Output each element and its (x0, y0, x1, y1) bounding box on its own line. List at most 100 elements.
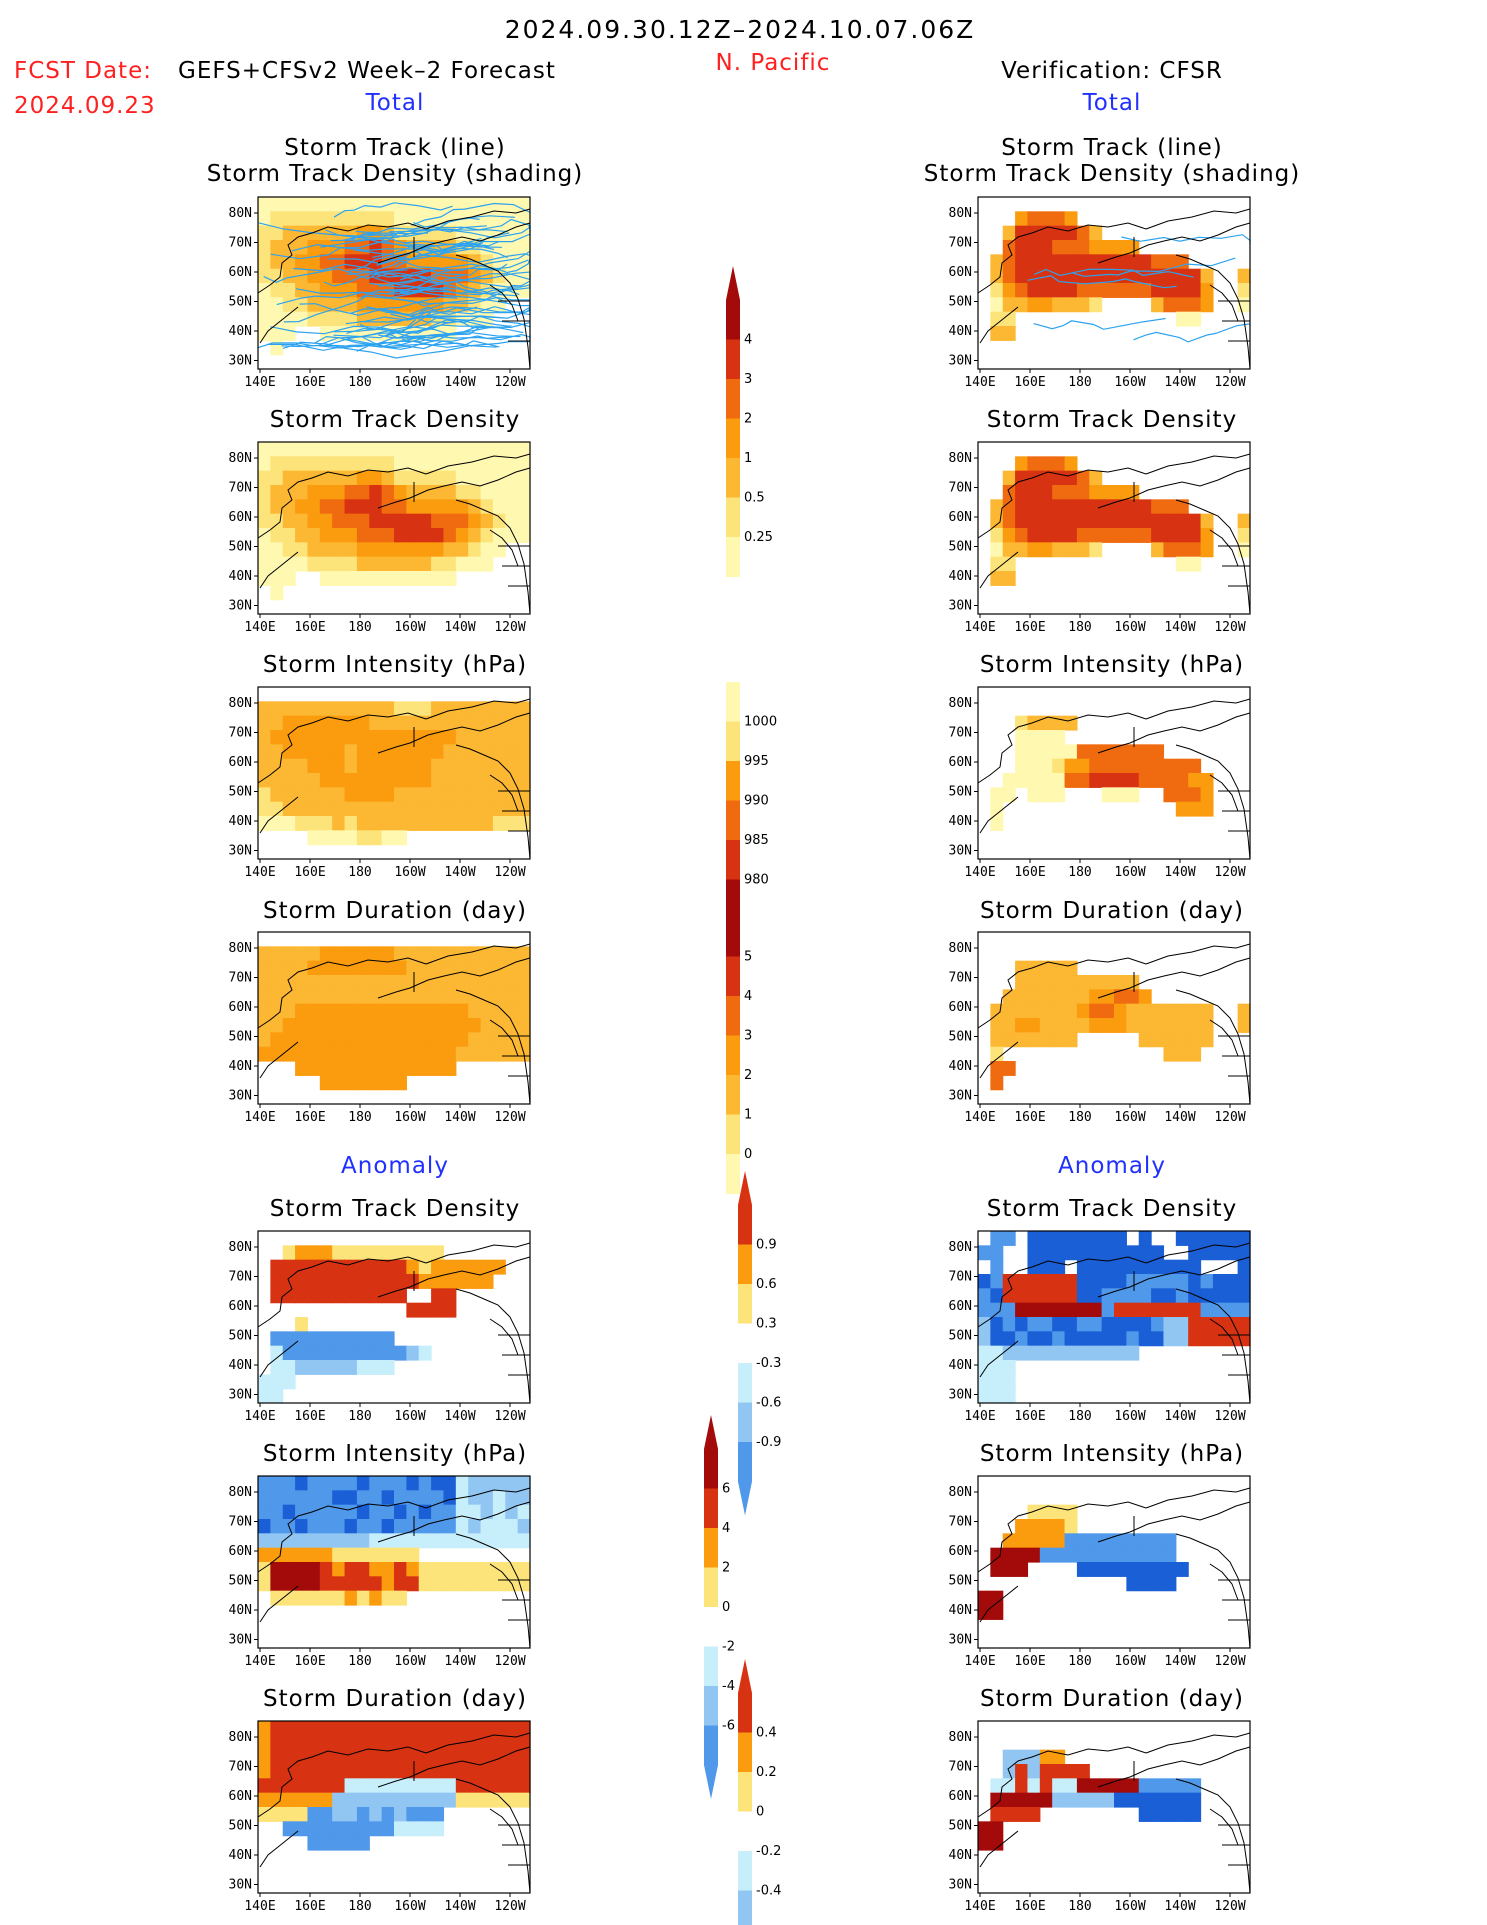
colorbar-label: 4 (744, 989, 752, 1004)
heatmap-cell (1163, 1792, 1177, 1808)
heatmap-cell (1027, 1274, 1041, 1289)
heatmap-cell (319, 1821, 333, 1837)
heatmap-cell (406, 1003, 420, 1019)
heatmap-cell (443, 1032, 457, 1048)
lat-tick-label: 70N (229, 1760, 252, 1775)
heatmap-cell (1101, 254, 1115, 270)
heatmap-cell (332, 830, 346, 846)
coastline-segment (425, 208, 531, 230)
heatmap-cell (344, 1764, 358, 1779)
coastline-segment (979, 1340, 1019, 1378)
heatmap-cell (455, 528, 469, 543)
lat-tick-label: 70N (949, 1515, 972, 1530)
panel-title-anom-duration-left: Storm Duration (day) (263, 1686, 527, 1712)
heatmap-cell (1200, 1274, 1214, 1289)
heatmap-cell (492, 1721, 506, 1736)
heatmap-cell (1039, 1749, 1053, 1765)
lat-tick-label: 50N (949, 1030, 972, 1045)
heatmap-cell (319, 787, 333, 803)
heatmap-cell (270, 816, 284, 831)
heatmap-cell (1163, 1576, 1177, 1592)
heatmap-cell (480, 528, 494, 543)
heatmap-cell (1064, 960, 1078, 976)
heatmap-cell (406, 211, 420, 227)
heatmap-cell (381, 1490, 395, 1506)
storm-track-line (1034, 268, 1194, 278)
heatmap-cell (1101, 1018, 1115, 1033)
heatmap-cell (356, 1003, 370, 1019)
coastline-segment (259, 1585, 299, 1623)
heatmap-cell (1175, 758, 1189, 774)
heatmap-cell (344, 556, 358, 572)
heatmap-cell (270, 528, 284, 543)
heatmap-cell (381, 801, 395, 817)
coastline-segment (979, 551, 1019, 589)
heatmap-cell (282, 1749, 296, 1765)
heatmap-cell (1015, 1764, 1029, 1779)
coastline-segment (377, 712, 531, 754)
heatmap-cell (1039, 1778, 1053, 1794)
heatmap-cell (406, 1504, 420, 1520)
heatmap-cell (369, 960, 383, 976)
panel-title-track-line-right: Storm Track (line) (1001, 135, 1222, 161)
heatmap-cell (270, 1003, 284, 1019)
coastline-segment (1097, 1256, 1251, 1298)
heatmap-cell (369, 556, 383, 572)
heatmap-cell (295, 1288, 309, 1304)
heatmap-cell (455, 715, 469, 731)
heatmap-cell (990, 528, 1004, 543)
heatmap-cell (1101, 1562, 1115, 1577)
heatmap-cell (394, 1288, 407, 1304)
heatmap-cell (258, 197, 271, 212)
heatmap-cell (295, 946, 309, 962)
heatmap-cell (1027, 1547, 1041, 1563)
heatmap-cell (480, 1721, 494, 1736)
heatmap-cell (990, 311, 1004, 327)
heatmap-cell (505, 456, 519, 472)
heatmap-cell (394, 1345, 407, 1361)
heatmap-cell (1064, 1764, 1078, 1779)
heatmap-cell (480, 1735, 494, 1751)
panel-frame (257, 1230, 531, 1404)
heatmap-cell (307, 1821, 321, 1837)
heatmap-cell (356, 513, 370, 529)
heatmap-cell (505, 499, 519, 515)
heatmap-cell (1138, 1003, 1152, 1019)
heatmap-cell (455, 1792, 469, 1808)
heatmap-cell (369, 571, 383, 586)
heatmap-cell (1052, 1018, 1066, 1033)
heatmap-cell (1126, 1778, 1140, 1794)
heatmap-cell (1114, 1302, 1127, 1318)
map-panel: 140E 160E 180 160W 140W 120W80N70N60N50N40N30… (229, 1230, 531, 1424)
heatmap-cell (431, 1302, 445, 1318)
heatmap-cell (381, 773, 395, 788)
heatmap-cell (418, 715, 432, 731)
heatmap-cell (356, 1075, 370, 1091)
heatmap-cell (443, 556, 457, 572)
heatmap-cell (1163, 1778, 1177, 1794)
heatmap-cell (1200, 528, 1214, 543)
heatmap-cell (1237, 1259, 1251, 1275)
heatmap-cell (468, 470, 482, 486)
colorbar-swatch (726, 537, 740, 577)
heatmap-cell (418, 556, 432, 572)
coastline-segment (489, 1019, 519, 1057)
heatmap-cell (282, 528, 296, 543)
coastline-segment (1097, 467, 1251, 509)
map-panel: 140E 160E 180 160W 140W 120W80N70N60N50N40N30… (949, 1720, 1251, 1914)
heatmap-cell (332, 197, 346, 212)
colorbar-label: 5 (744, 950, 752, 965)
heatmap-cell (356, 1345, 370, 1361)
lon-tick-label: 120W (1214, 1409, 1245, 1424)
coastline-segment (425, 943, 531, 965)
heatmap-cell (344, 1519, 358, 1534)
heatmap-cell (307, 1288, 321, 1304)
heatmap-cell (468, 773, 482, 788)
map-panel: 140E 160E 180 160W 140W 120W80N70N60N50N40N30… (949, 931, 1251, 1125)
lon-tick-label: 120W (1214, 375, 1245, 390)
heatmap-cell (1101, 1533, 1115, 1549)
lon-tick-label: 140E (964, 620, 995, 635)
heatmap-cell (1027, 542, 1041, 558)
heatmap-cell (1039, 1764, 1053, 1779)
